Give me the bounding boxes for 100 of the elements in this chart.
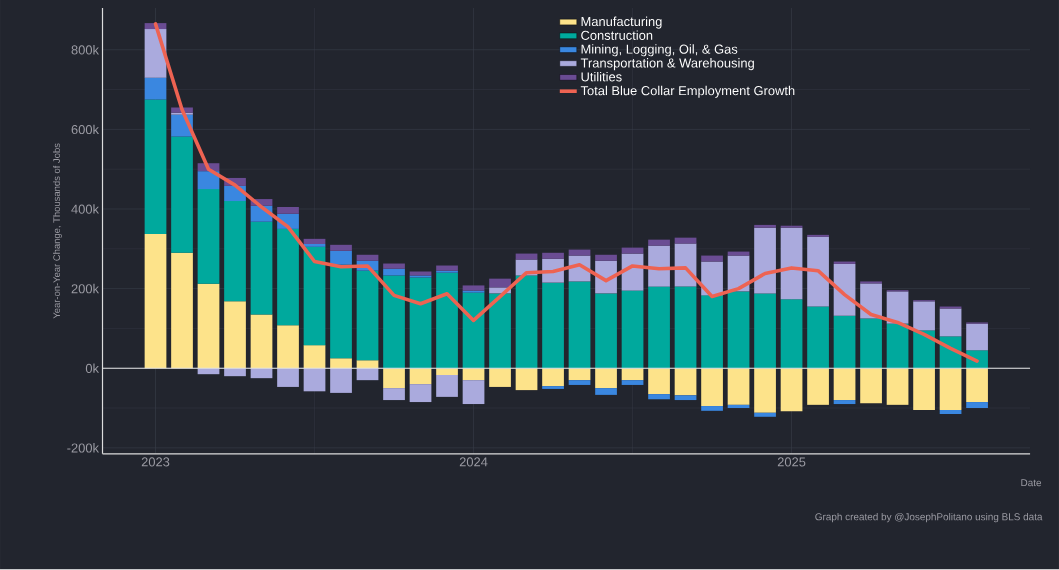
- bar: [833, 400, 856, 405]
- bar: [383, 368, 405, 389]
- bar: [939, 410, 962, 415]
- bar: [833, 315, 856, 369]
- bar: [966, 402, 988, 409]
- bar: [224, 301, 246, 369]
- bar: [886, 323, 909, 369]
- bar: [727, 291, 750, 369]
- y-tick-label: 400k: [71, 204, 100, 214]
- legend-label: Manufacturing: [581, 16, 662, 29]
- bar: [303, 345, 326, 369]
- bar: [621, 380, 644, 386]
- bar: [303, 244, 326, 248]
- bar: [807, 237, 829, 307]
- bar: [674, 286, 697, 369]
- legend-label: Total Blue Collar Employment Growth: [580, 86, 795, 99]
- bar: [701, 406, 723, 412]
- bar: [330, 368, 352, 394]
- y-tick-label: 200k: [71, 284, 100, 294]
- bar: [674, 395, 697, 401]
- bar: [754, 368, 776, 414]
- bar: [701, 295, 723, 369]
- bar: [542, 253, 564, 259]
- bar: [489, 293, 511, 369]
- bar: [701, 255, 723, 262]
- bar: [171, 253, 193, 369]
- bar: [913, 368, 935, 411]
- y-tick-label: 600k: [71, 124, 100, 135]
- bar: [886, 291, 909, 324]
- bar: [568, 249, 591, 256]
- bar: [383, 388, 405, 401]
- bar: [515, 253, 538, 260]
- bar: [595, 368, 617, 389]
- bar: [648, 239, 670, 246]
- bar: [436, 265, 458, 271]
- bar: [754, 227, 776, 294]
- legend-label: Transportation & Warehousing: [580, 58, 754, 71]
- bar: [462, 292, 485, 369]
- bar: [356, 360, 379, 369]
- bar: [303, 239, 326, 245]
- bar: [197, 284, 220, 369]
- bar: [436, 272, 458, 369]
- bar: [568, 281, 591, 369]
- bar: [886, 368, 909, 406]
- bar: [144, 99, 167, 235]
- bar: [462, 285, 485, 291]
- bar: [303, 368, 326, 392]
- bar: [780, 227, 803, 300]
- bar: [807, 368, 829, 406]
- bar: [648, 286, 670, 369]
- legend-label: Construction: [581, 30, 653, 41]
- bar: [595, 255, 617, 261]
- legend-label: Mining, Logging, Oil, & Gas: [581, 44, 738, 57]
- bar: [542, 282, 564, 369]
- bar: [780, 368, 803, 412]
- bar: [330, 245, 352, 252]
- bar: [674, 237, 697, 244]
- bar: [277, 229, 299, 326]
- bar: [277, 207, 299, 215]
- bar: [330, 264, 352, 359]
- y-tick-label: -200k: [67, 443, 100, 453]
- bar: [939, 368, 962, 411]
- bar: [436, 375, 458, 398]
- bar: [595, 293, 617, 369]
- bar: [197, 189, 220, 285]
- bar: [515, 368, 538, 391]
- bar: [595, 388, 617, 396]
- bar: [701, 368, 723, 407]
- bar: [939, 308, 962, 337]
- bar: [542, 368, 564, 387]
- legend-label: Utilities: [581, 72, 622, 82]
- bar: [409, 271, 432, 276]
- bar: [277, 325, 299, 369]
- bar: [356, 255, 379, 261]
- bar: [489, 278, 511, 288]
- bar: [489, 368, 511, 388]
- bar: [754, 225, 776, 228]
- bar: [860, 318, 882, 369]
- bar: [727, 368, 750, 406]
- bar: [754, 293, 776, 369]
- bar: [250, 221, 273, 315]
- x-tick-label: 2024: [459, 457, 488, 467]
- bar: [330, 251, 352, 265]
- bar: [966, 368, 988, 403]
- bar: [807, 306, 829, 369]
- x-tick-label: 2025: [777, 457, 806, 467]
- bar: [409, 368, 432, 385]
- bar: [568, 380, 591, 386]
- bar: [648, 368, 670, 395]
- bar: [966, 323, 988, 351]
- bar: [277, 368, 299, 388]
- bar: [913, 330, 935, 369]
- bar: [330, 358, 352, 369]
- bar: [250, 314, 273, 369]
- bar: [144, 77, 167, 100]
- bar: [780, 299, 803, 369]
- bar: [860, 368, 882, 404]
- bar: [621, 247, 644, 254]
- bar: [833, 368, 856, 401]
- y-axis-title: Year-on-Year Change, Thousands of Jobs: [53, 143, 62, 319]
